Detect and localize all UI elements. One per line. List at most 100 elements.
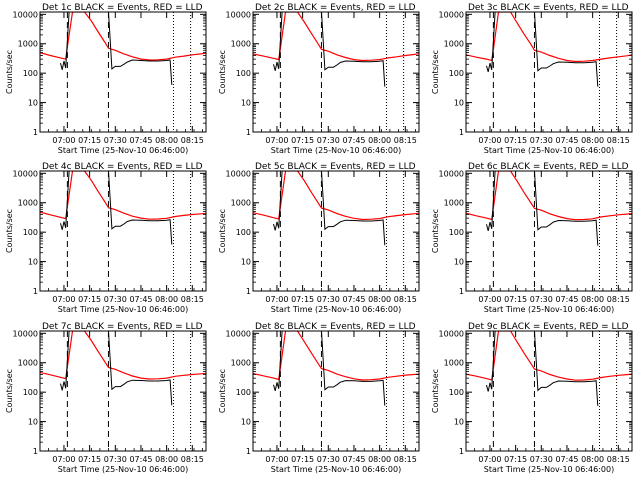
panel-title: Det 7c BLACK = Events, RED = LLD [42,322,203,332]
y-axis-label: Counts/sec [218,50,227,94]
y-tick-label: 100 [23,388,38,397]
plot-frame [465,170,633,292]
events-series-line [273,12,386,87]
events-series-line [273,171,386,246]
x-axis-label: Start Time (25-Nov-10 06:46:00) [58,465,188,474]
x-tick-label: 07:30 [317,455,340,464]
y-tick-label: 100 [449,69,464,78]
y-tick-label: 100 [23,69,38,78]
y-tick-label: 100 [236,228,251,237]
x-tick-label: 08:00 [155,295,178,304]
lld-series-line [253,171,419,221]
x-tick-label: 07:45 [555,295,578,304]
panel-det-1: 1 10 100 1000 10000 07:00 07:15 07:30 07:45 08:00… [5,3,207,155]
y-tick-label: 1000 [18,40,38,49]
y-axis-label: Counts/sec [218,209,227,253]
lld-series-line [466,171,632,221]
x-tick-label: 07:00 [478,455,501,464]
x-tick-label: 07:30 [104,295,127,304]
panel-title: Det 4c BLACK = Events, RED = LLD [42,162,203,172]
x-tick-label: 07:30 [104,455,127,464]
lld-series-line [253,12,419,62]
events-series-line [486,171,599,246]
x-tick-label: 07:30 [104,136,127,145]
y-tick-label: 1000 [18,199,38,208]
panel-title: Det 1c BLACK = Events, RED = LLD [42,3,203,13]
x-tick-label: 08:00 [368,295,391,304]
y-axis-label: Counts/sec [5,209,14,253]
plot-frame [465,330,633,452]
x-tick-label: 08:15 [181,136,204,145]
panel-det-4: 1 10 100 1000 10000 07:00 07:15 07:30 07:45 08:00… [5,162,207,314]
panel-title: Det 9c BLACK = Events, RED = LLD [468,322,629,332]
x-tick-label: 08:15 [394,136,417,145]
x-tick-label: 07:15 [78,295,101,304]
y-tick-label: 10000 [439,10,464,19]
x-axis-label: Start Time (25-Nov-10 06:46:00) [271,146,401,155]
x-tick-label: 07:00 [52,295,75,304]
y-tick-label: 1 [246,128,251,137]
x-tick-label: 07:00 [265,295,288,304]
plot-frame [252,11,420,133]
plot-frame [252,170,420,292]
x-tick-label: 08:15 [394,295,417,304]
panel-title: Det 3c BLACK = Events, RED = LLD [468,3,629,13]
y-axis-label: Counts/sec [431,50,440,94]
x-tick-label: 07:00 [265,455,288,464]
x-axis-label: Start Time (25-Nov-10 06:46:00) [484,305,614,314]
y-tick-label: 10 [28,99,38,108]
panel-det-3: 1 10 100 1000 10000 07:00 07:15 07:30 07:45 08:00… [431,3,633,155]
y-tick-label: 10 [241,99,251,108]
x-tick-label: 07:00 [52,136,75,145]
x-axis-label: Start Time (25-Nov-10 06:46:00) [484,146,614,155]
y-tick-label: 10000 [13,329,38,338]
panel-det-5: 1 10 100 1000 10000 07:00 07:15 07:30 07:45 08:00… [218,162,420,314]
x-tick-label: 07:15 [291,295,314,304]
lld-series-line [40,331,206,380]
x-tick-label: 07:45 [342,455,365,464]
x-tick-label: 08:15 [607,295,630,304]
y-tick-label: 1 [459,128,464,137]
x-tick-label: 07:45 [555,136,578,145]
events-series-line [273,331,386,406]
x-tick-label: 07:00 [478,136,501,145]
panel-title: Det 6c BLACK = Events, RED = LLD [468,162,629,172]
plot-frame [252,330,420,452]
y-tick-label: 10 [241,258,251,267]
y-tick-label: 1000 [444,359,464,368]
x-tick-label: 07:15 [504,136,527,145]
x-tick-label: 08:00 [155,455,178,464]
x-tick-label: 07:30 [530,136,553,145]
panel-title: Det 2c BLACK = Events, RED = LLD [255,3,416,13]
x-tick-label: 08:00 [155,136,178,145]
plot-frame [39,330,207,452]
x-tick-label: 07:15 [291,136,314,145]
y-tick-label: 100 [236,388,251,397]
x-tick-label: 08:15 [181,295,204,304]
panel-title: Det 8c BLACK = Events, RED = LLD [255,322,416,332]
y-tick-label: 1000 [231,199,251,208]
y-tick-label: 10000 [439,329,464,338]
x-tick-label: 07:15 [78,455,101,464]
x-tick-label: 07:00 [52,455,75,464]
x-tick-label: 08:00 [581,295,604,304]
lld-series-line [40,12,206,61]
x-tick-label: 08:15 [607,136,630,145]
x-tick-label: 07:45 [129,455,152,464]
y-tick-label: 10 [454,99,464,108]
y-tick-label: 1 [33,447,38,456]
y-tick-label: 10 [454,258,464,267]
events-series-line [60,331,173,406]
x-tick-label: 08:15 [181,455,204,464]
y-tick-label: 10 [28,258,38,267]
x-tick-label: 07:30 [530,295,553,304]
x-tick-label: 07:30 [317,136,340,145]
y-tick-label: 1000 [231,40,251,49]
lld-series-line [466,331,632,381]
x-axis-label: Start Time (25-Nov-10 06:46:00) [271,465,401,474]
y-tick-label: 1000 [18,359,38,368]
y-tick-label: 1 [33,128,38,137]
events-series-line [60,171,173,245]
x-tick-label: 08:15 [394,455,417,464]
